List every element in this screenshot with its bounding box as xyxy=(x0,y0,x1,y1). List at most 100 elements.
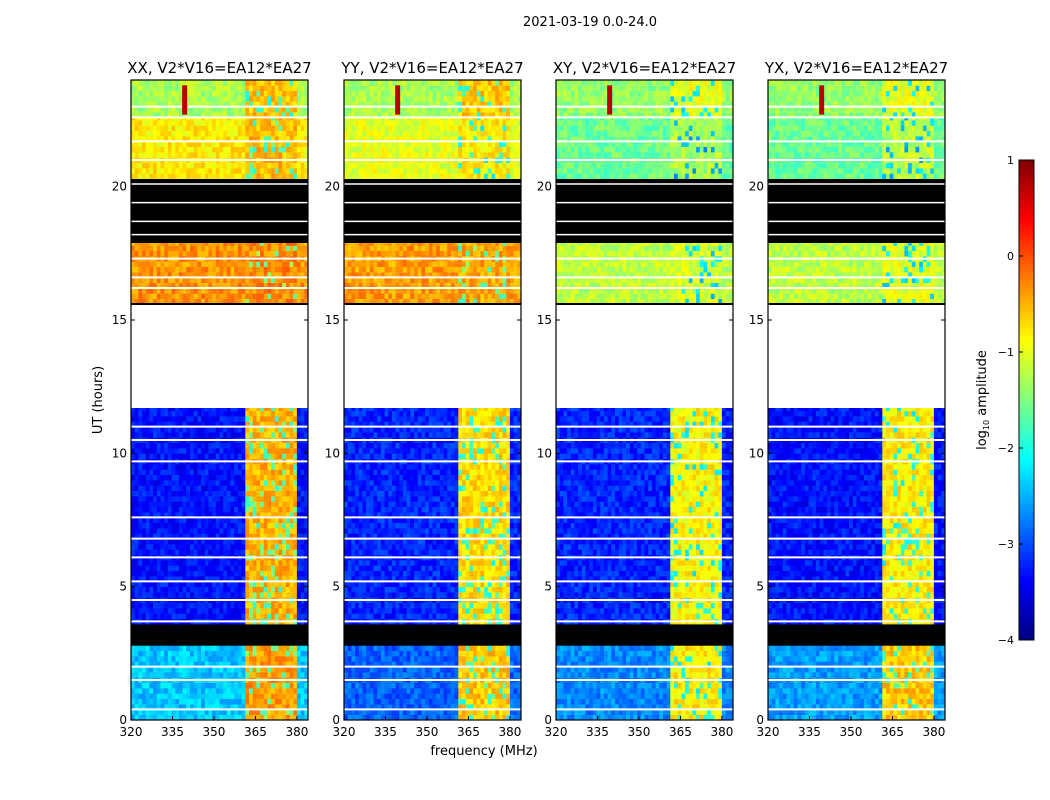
heatmap-cell xyxy=(156,298,161,305)
heatmap-cell xyxy=(134,672,139,678)
heatmap-cell xyxy=(149,221,154,227)
heatmap-cell xyxy=(226,549,231,555)
heatmap-cell xyxy=(138,592,143,598)
heatmap-cell xyxy=(289,408,294,412)
heatmap-cell xyxy=(282,469,287,475)
heatmap-cell xyxy=(215,709,220,715)
heatmap-cell xyxy=(131,586,136,593)
heatmap-cell xyxy=(149,168,154,174)
heatmap-cell xyxy=(300,141,305,147)
heatmap-cell xyxy=(241,245,246,251)
heatmap-cell xyxy=(131,501,136,507)
heatmap-cell xyxy=(178,96,183,102)
heatmap-cell xyxy=(178,130,183,137)
heatmap-cell xyxy=(212,85,217,91)
heatmap-cell xyxy=(245,226,250,233)
heatmap-cell xyxy=(190,210,195,217)
heatmap-cell xyxy=(260,581,265,587)
heatmap-cell xyxy=(167,237,172,243)
heatmap-cell xyxy=(226,496,231,502)
heatmap-cell xyxy=(197,453,202,459)
heatmap-cell xyxy=(230,698,235,705)
heatmap-cell xyxy=(208,672,213,678)
heatmap-cell xyxy=(263,496,268,502)
heatmap-cell xyxy=(160,408,165,412)
heatmap-cell xyxy=(219,432,224,438)
heatmap-cell xyxy=(289,672,294,678)
heatmap-cell xyxy=(212,549,217,555)
heatmap-cell xyxy=(175,698,180,705)
heatmap-cell xyxy=(293,130,298,137)
heatmap-cell xyxy=(237,112,242,118)
heatmap-cell xyxy=(138,496,143,502)
heatmap-cell xyxy=(267,640,272,646)
heatmap-cell xyxy=(267,586,272,593)
heatmap-cell xyxy=(304,293,309,299)
heatmap-cell xyxy=(271,112,276,118)
heatmap-cell xyxy=(197,570,202,577)
heatmap-cell xyxy=(219,136,224,142)
heatmap-cell xyxy=(193,136,198,142)
heatmap-cell xyxy=(171,672,176,678)
heatmap-cell xyxy=(145,173,150,179)
heatmap-cell xyxy=(134,576,139,582)
heatmap-cell xyxy=(285,85,290,91)
heatmap-cell xyxy=(245,237,250,243)
heatmap-cell xyxy=(293,189,298,195)
heatmap-cell xyxy=(282,506,287,513)
y-tick-label: 5 xyxy=(119,580,127,594)
heatmap-cell xyxy=(138,136,143,142)
heatmap-cell xyxy=(134,714,139,721)
heatmap-cell xyxy=(138,112,143,118)
heatmap-cell xyxy=(252,293,257,299)
heatmap-cell xyxy=(285,709,290,715)
heatmap-cell xyxy=(300,410,305,417)
heatmap-cell xyxy=(138,266,143,273)
heatmap-cell xyxy=(153,162,158,169)
heatmap-cell xyxy=(167,130,172,137)
heatmap-cell xyxy=(260,533,265,539)
heatmap-cell xyxy=(193,96,198,102)
heatmap-cell xyxy=(241,698,246,705)
heatmap-cell xyxy=(226,469,231,475)
heatmap-cell xyxy=(267,544,272,550)
heatmap-cell xyxy=(193,565,198,571)
heatmap-cell xyxy=(160,704,165,710)
heatmap-cell xyxy=(138,709,143,715)
heatmap-cell xyxy=(190,266,195,273)
heatmap-cell xyxy=(186,570,191,577)
heatmap-cell xyxy=(237,106,242,113)
heatmap-cell xyxy=(131,656,136,662)
heatmap-cell xyxy=(237,210,242,217)
heatmap-cell xyxy=(256,226,261,233)
heatmap-cell xyxy=(245,293,250,299)
heatmap-cell xyxy=(245,538,250,545)
heatmap-cell xyxy=(274,136,279,142)
heatmap-cell xyxy=(204,592,209,598)
heatmap-cell xyxy=(164,189,169,195)
heatmap-cell xyxy=(230,634,235,641)
heatmap-cell xyxy=(241,704,246,710)
heatmap-cell xyxy=(171,576,176,582)
heatmap-cell xyxy=(249,184,254,190)
heatmap-cell xyxy=(285,250,290,257)
heatmap-cell xyxy=(293,634,298,641)
heatmap-cell xyxy=(252,85,257,91)
heatmap-cell xyxy=(193,538,198,545)
heatmap-cell xyxy=(252,586,257,593)
heatmap-cell xyxy=(142,581,147,587)
heatmap-cell xyxy=(160,714,165,721)
heatmap-cell xyxy=(260,216,265,222)
heatmap-cell xyxy=(278,426,283,433)
heatmap-cell xyxy=(300,421,305,427)
heatmap-cell xyxy=(212,629,217,635)
heatmap-cell xyxy=(237,245,242,251)
heatmap-cell xyxy=(204,501,209,507)
heatmap-cell xyxy=(223,517,228,523)
heatmap-cell xyxy=(149,80,154,86)
heatmap-cell xyxy=(285,194,290,201)
heatmap-cell xyxy=(234,501,239,507)
heatmap-cell xyxy=(156,152,161,158)
heatmap-cell xyxy=(256,410,261,417)
